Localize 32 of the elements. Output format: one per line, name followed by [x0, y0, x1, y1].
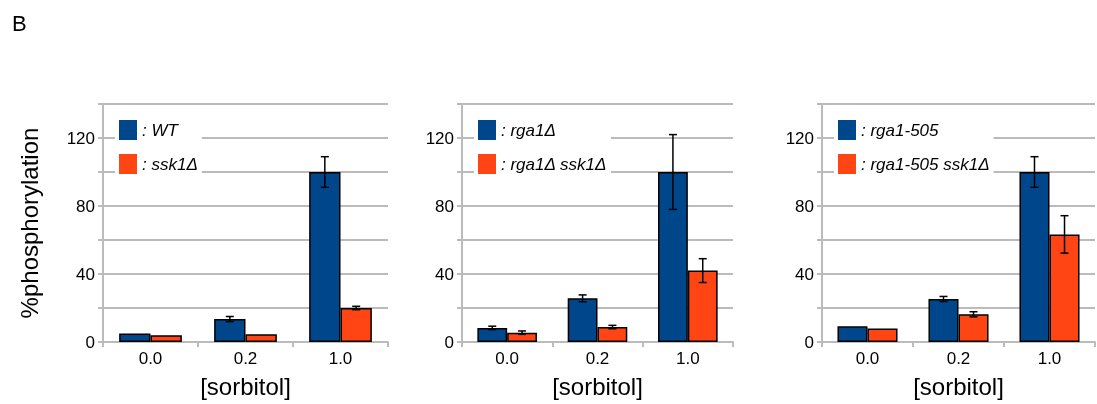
y-tick-label: 80 — [76, 196, 95, 216]
y-tick-label: 120 — [66, 128, 95, 148]
x-axis-title: [sorbitol] — [552, 372, 643, 400]
legend-label: : rga1Δ ssk1Δ — [501, 154, 607, 174]
y-tick-label: 0 — [444, 332, 454, 352]
legend-label: : rga1Δ — [501, 120, 556, 140]
y-tick-label: 80 — [435, 196, 454, 216]
y-tick-label: 120 — [785, 128, 814, 148]
text: B — [12, 10, 27, 36]
y-tick-label: 80 — [795, 196, 814, 216]
x-tick-label: 0.0 — [138, 349, 163, 368]
x-tick-label: 0.0 — [495, 349, 519, 368]
legend-label: : rga1-505 — [861, 120, 940, 140]
y-tick-label: 40 — [795, 264, 814, 284]
y-tick-label: 40 — [435, 264, 454, 284]
y-tick-label: 0 — [804, 332, 814, 352]
y-tick-label: 120 — [425, 128, 454, 148]
legend-label: : WT — [142, 120, 180, 140]
y-tick-label: 40 — [76, 264, 95, 284]
x-tick-label: 1.0 — [1037, 349, 1062, 368]
x-tick-label: 1.0 — [328, 349, 353, 368]
x-tick-label: 1.0 — [676, 349, 700, 368]
x-tick-label: 0.2 — [585, 349, 610, 368]
legend-label: : rga1-505 ssk1Δ — [861, 154, 990, 174]
x-tick-label: 0.2 — [233, 349, 258, 368]
x-tick-label: 0.0 — [855, 349, 880, 368]
y-axis-title: %phosphorylation — [15, 127, 43, 319]
y-tick-label: 0 — [85, 332, 95, 352]
x-axis-title: [sorbitol] — [913, 372, 1004, 400]
x-tick-label: 0.2 — [946, 349, 971, 368]
legend-label: : ssk1Δ — [142, 154, 198, 174]
x-axis-title: [sorbitol] — [200, 372, 291, 400]
